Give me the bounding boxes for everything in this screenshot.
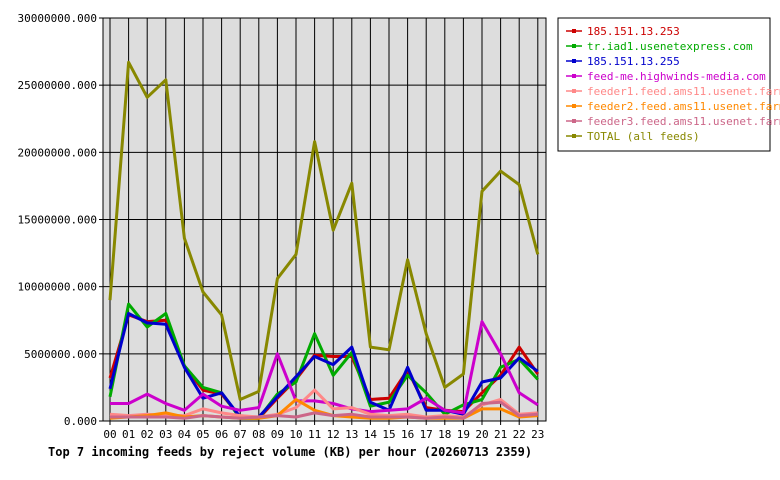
series-line-7 (108, 60, 540, 401)
x-tick-label: 23 (531, 428, 544, 441)
y-tick-label: 25000000.000 (18, 79, 97, 92)
x-tick-label: 00 (103, 428, 116, 441)
chart-title: Top 7 incoming feeds by reject volume (K… (48, 445, 532, 459)
series-line-6 (110, 400, 538, 420)
y-tick-label: 15000000.000 (18, 214, 97, 227)
x-tick-label: 11 (308, 428, 321, 441)
legend-label: tr.iad1.usenetexpress.com (587, 40, 753, 53)
legend-marker (572, 119, 576, 123)
x-tick-label: 05 (196, 428, 209, 441)
x-tick-label: 10 (289, 428, 302, 441)
legend-label: feeder1.feed.ams11.usenet.farm (587, 85, 780, 98)
legend-marker (572, 44, 576, 48)
legend-label: feeder3.feed.ams11.usenet.farm (587, 115, 780, 128)
x-tick-label: 12 (327, 428, 340, 441)
x-tick-label: 20 (475, 428, 488, 441)
legend-marker (572, 134, 576, 138)
series-line-2 (108, 312, 539, 419)
legend-marker (572, 89, 576, 93)
legend-label: 185.151.13.255 (587, 55, 680, 68)
y-tick-label: 0.000 (64, 415, 97, 428)
y-tick-label: 10000000.000 (18, 281, 97, 294)
x-tick-label: 22 (513, 428, 526, 441)
legend-marker (572, 74, 576, 78)
x-tick-label: 03 (159, 428, 172, 441)
x-tick-label: 14 (364, 428, 378, 441)
x-tick-label: 18 (438, 428, 451, 441)
x-tick-label: 01 (122, 428, 135, 441)
x-tick-label: 02 (141, 428, 154, 441)
x-axis-ticks: 00 01 02 03 04 05 06 07 08 09 10 11 12 13 14 15 16 17 18 19… (103, 421, 544, 441)
y-axis-ticks: 0.000 5000000.000 10000000.000 15000000.000… (18, 12, 103, 428)
legend: 185.151.13.253 tr.iad1.usenetexpress.com 1… (566, 25, 780, 143)
y-tick-label: 5000000.000 (24, 348, 97, 361)
y-tick-label: 20000000.000 (18, 146, 97, 159)
x-tick-label: 08 (252, 428, 265, 441)
x-tick-label: 04 (178, 428, 192, 441)
x-tick-label: 09 (271, 428, 284, 441)
x-tick-label: 21 (494, 428, 507, 441)
legend-marker (572, 29, 576, 33)
x-tick-label: 07 (234, 428, 247, 441)
series-line-3 (110, 320, 539, 415)
legend-box (557, 17, 771, 152)
x-tick-label: 17 (420, 428, 433, 441)
series-lines (108, 60, 540, 420)
grid-lines (103, 17, 546, 422)
y-tick-label: 30000000.000 (18, 12, 97, 25)
x-tick-label: 06 (215, 428, 228, 441)
x-tick-label: 19 (457, 428, 470, 441)
legend-label: 185.151.13.253 (587, 25, 680, 38)
legend-label: feed-me.highwinds-media.com (587, 70, 766, 83)
legend-label: feeder2.feed.ams11.usenet.farm (587, 100, 780, 113)
x-tick-label: 16 (401, 428, 414, 441)
x-tick-label: 15 (382, 428, 395, 441)
legend-marker (572, 59, 576, 63)
x-tick-label: 13 (345, 428, 358, 441)
legend-marker (572, 104, 576, 108)
legend-label: TOTAL (all feeds) (587, 130, 700, 143)
